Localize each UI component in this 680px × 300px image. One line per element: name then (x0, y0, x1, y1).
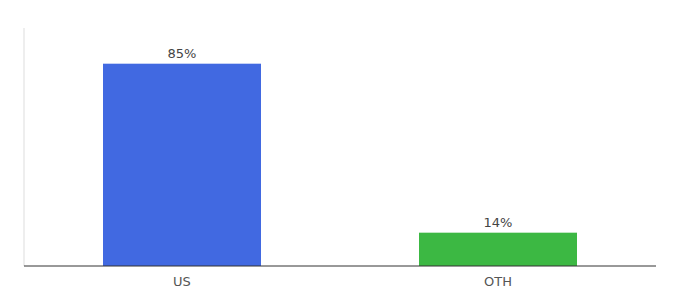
x-tick-label: OTH (484, 274, 512, 289)
x-axis-line (24, 266, 656, 267)
data-label: 85% (168, 46, 197, 61)
y-axis-line (24, 28, 25, 266)
bar (103, 64, 261, 266)
x-tick-label: US (173, 274, 191, 289)
bar (419, 233, 577, 266)
chart-container: 85% 14% US OTH (0, 0, 680, 300)
plot-area (103, 64, 577, 266)
chart-svg: 85% 14% US OTH (0, 0, 680, 300)
data-label: 14% (484, 215, 513, 230)
